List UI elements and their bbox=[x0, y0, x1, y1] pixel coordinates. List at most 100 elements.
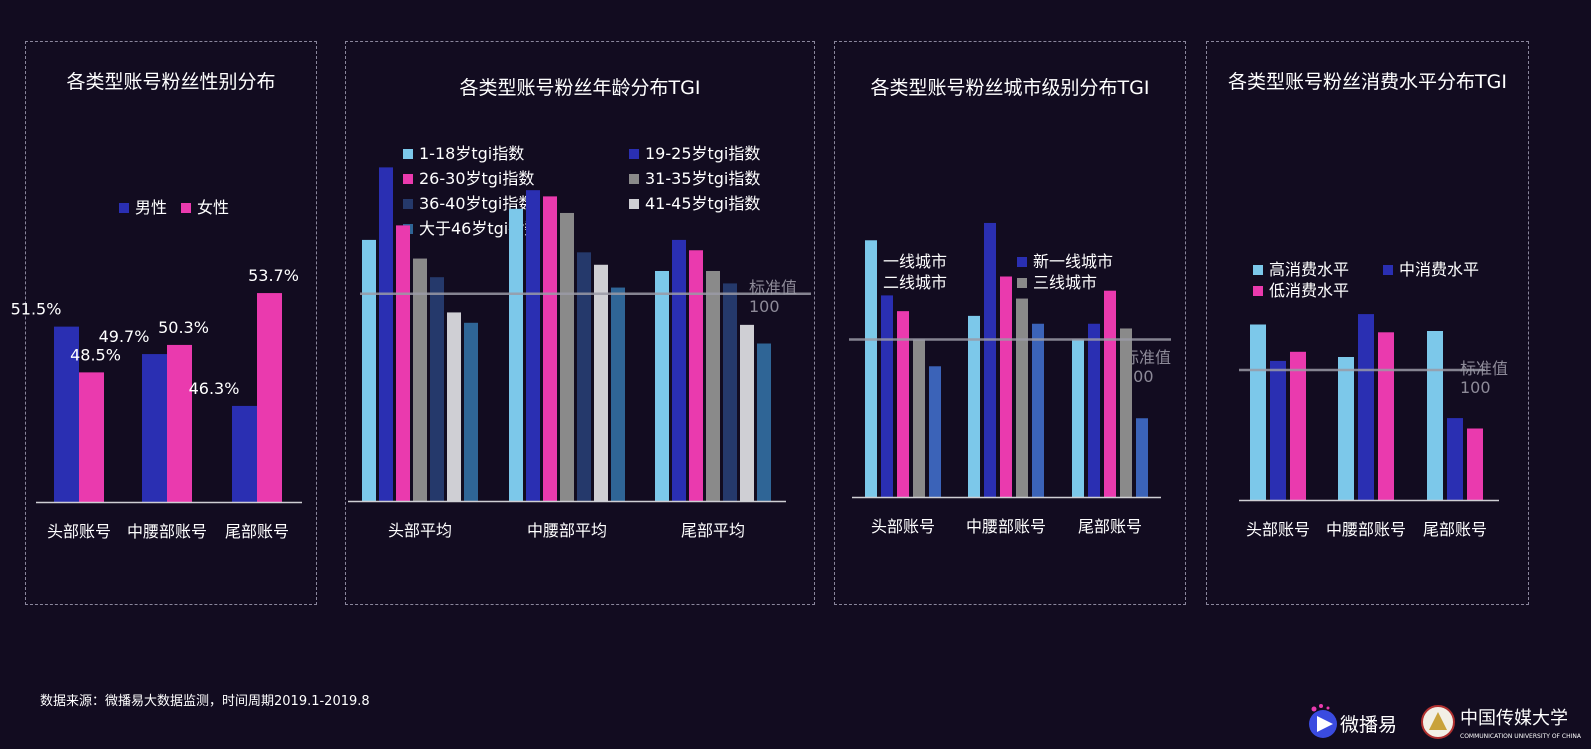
age-chart: 头部平均 中腰部平均 尾部平均 bbox=[348, 167, 811, 540]
gender-chart: 51.5% 48.5% 头部账号 49.7% 50.3% 中腰部账号 46.3% 53.7% 尾… bbox=[11, 266, 302, 541]
bar-1-2-6 bbox=[757, 343, 771, 501]
bar-1-1-2 bbox=[543, 196, 557, 501]
legend-label-high: 高消费水平 bbox=[1269, 260, 1350, 279]
legend-item-age-36-40: 36-40岁tgi指数 bbox=[403, 194, 534, 214]
bar-1-0-3 bbox=[413, 258, 427, 501]
bar-1-0-2 bbox=[396, 225, 410, 501]
legend-swatch-male bbox=[119, 203, 129, 213]
bar-2-1-0 bbox=[968, 315, 980, 497]
consumption-reference-label-text: 标准值 bbox=[1460, 359, 1509, 378]
legend-label-age-26-30: 26-30岁tgi指数 bbox=[419, 169, 535, 188]
legend-item-female: 女性 bbox=[181, 198, 229, 218]
legend-swatch-low bbox=[1253, 286, 1263, 296]
legend-label-tier1: 一线城市 bbox=[883, 252, 948, 271]
legend-item-age-31-35: 31-35岁tgi指数 bbox=[629, 169, 760, 189]
bar-3-0-1 bbox=[1270, 360, 1286, 500]
bar-3-2-0 bbox=[1427, 331, 1443, 500]
bar-0-1-0 bbox=[142, 354, 167, 502]
data-label-0-2-1: 53.7% bbox=[248, 266, 299, 285]
weiboyi-logo: 微播易 bbox=[1309, 704, 1397, 738]
legend-swatch-female bbox=[181, 203, 191, 213]
bar-2-2-1 bbox=[1088, 323, 1100, 497]
legend-item-new-tier1: 新一线城市 bbox=[1017, 252, 1113, 272]
x-tick-label-0-1: 中腰部账号 bbox=[127, 522, 207, 541]
bar-2-0-1 bbox=[881, 295, 893, 497]
bar-1-2-2 bbox=[689, 250, 703, 501]
x-tick-label-1-0: 头部平均 bbox=[388, 521, 452, 540]
legend-label-male: 男性 bbox=[135, 198, 168, 217]
legend-item-age-41-45: 41-45岁tgi指数 bbox=[629, 194, 760, 214]
legend-label-age-19-25: 19-25岁tgi指数 bbox=[645, 144, 761, 163]
bar-0-0-1 bbox=[79, 372, 104, 502]
consumption-reference-label-value: 100 bbox=[1460, 378, 1491, 397]
legend-swatch-age-36-40 bbox=[403, 199, 413, 209]
consumption-reference-label: 标准值 100 bbox=[1460, 359, 1508, 397]
bar-2-1-1 bbox=[984, 222, 996, 497]
bar-1-1-1 bbox=[526, 190, 540, 501]
legend-swatch-new-tier1 bbox=[1017, 257, 1027, 267]
bar-3-1-2 bbox=[1378, 332, 1394, 500]
legend-item-low: 低消费水平 bbox=[1253, 281, 1349, 301]
data-label-0-0-1: 48.5% bbox=[70, 345, 121, 364]
bar-3-0-2 bbox=[1290, 351, 1306, 500]
bar-2-0-4 bbox=[929, 366, 941, 497]
legend-swatch-age-41-45 bbox=[629, 199, 639, 209]
bar-2-2-2 bbox=[1104, 290, 1116, 497]
bar-2-2-4 bbox=[1136, 418, 1148, 497]
consumption-panel: 各类型账号粉丝消费水平分布TGI 高消费水平 中消费水平 低消费水平 标准值 1… bbox=[1206, 41, 1529, 605]
age-reference-label: 标准值 100 bbox=[749, 278, 797, 316]
legend-item-age-26-30: 26-30岁tgi指数 bbox=[403, 169, 534, 189]
legend-label-age-31-35: 31-35岁tgi指数 bbox=[645, 169, 761, 188]
cuc-logo-en: COMMUNICATION UNIVERSITY OF CHINA bbox=[1460, 733, 1582, 740]
x-tick-label-1-1: 中腰部平均 bbox=[527, 521, 607, 540]
bar-1-0-5 bbox=[447, 312, 461, 501]
weiboyi-logo-text: 微播易 bbox=[1340, 714, 1397, 736]
legend-swatch-age-19-25 bbox=[629, 149, 639, 159]
legend-swatch-tier3 bbox=[1017, 278, 1027, 288]
bar-2-1-2 bbox=[1000, 276, 1012, 497]
data-source-note: 数据来源：微播易大数据监测，时间周期2019.1-2019.8 bbox=[40, 694, 370, 709]
x-tick-label-3-1: 中腰部账号 bbox=[1326, 520, 1406, 539]
legend-item-mid: 中消费水平 bbox=[1383, 260, 1479, 280]
bar-1-2-3 bbox=[706, 270, 720, 501]
consumption-chart-title: 各类型账号粉丝消费水平分布TGI bbox=[1228, 71, 1507, 93]
x-tick-label-1-2: 尾部平均 bbox=[681, 521, 745, 540]
legend-swatch-high bbox=[1253, 265, 1263, 275]
bar-1-1-6 bbox=[611, 287, 625, 501]
legend-swatch-mid bbox=[1383, 265, 1393, 275]
bar-2-1-3 bbox=[1016, 298, 1028, 497]
legend-label-low: 低消费水平 bbox=[1269, 281, 1350, 300]
x-tick-label-0-0: 头部账号 bbox=[47, 522, 111, 541]
bar-1-0-4 bbox=[430, 277, 444, 501]
legend-label-tier2: 二线城市 bbox=[883, 273, 948, 292]
cuc-logo: 中国传媒大学 COMMUNICATION UNIVERSITY OF CHINA bbox=[1421, 705, 1582, 740]
legend-item-tier3: 三线城市 bbox=[1017, 273, 1097, 293]
bar-1-1-3 bbox=[560, 212, 574, 501]
bar-1-1-4 bbox=[577, 252, 591, 501]
legend-item-male: 男性 bbox=[119, 198, 167, 218]
legend-item-high: 高消费水平 bbox=[1253, 260, 1349, 280]
bar-2-2-3 bbox=[1120, 328, 1132, 497]
age-panel: 各类型账号粉丝年龄分布TGI 1-18岁tgi指数 19-25岁tgi指数 26… bbox=[345, 41, 815, 605]
x-tick-label-2-1: 中腰部账号 bbox=[966, 517, 1046, 536]
bar-0-2-0 bbox=[232, 405, 257, 502]
bar-2-0-2 bbox=[897, 311, 909, 497]
bar-1-2-4 bbox=[723, 283, 737, 501]
bar-3-1-1 bbox=[1358, 314, 1374, 500]
legend-label-new-tier1: 新一线城市 bbox=[1033, 252, 1114, 271]
data-label-0-0-0: 51.5% bbox=[11, 300, 62, 319]
city-chart-title: 各类型账号粉丝城市级别分布TGI bbox=[870, 77, 1150, 99]
bar-1-2-1 bbox=[672, 239, 686, 501]
legend-swatch-age-31-35 bbox=[629, 174, 639, 184]
legend-label-age-1-18: 1-18岁tgi指数 bbox=[419, 144, 525, 163]
x-tick-label-2-2: 尾部账号 bbox=[1078, 517, 1142, 536]
legend-label-age-36-40: 36-40岁tgi指数 bbox=[419, 194, 535, 213]
x-tick-label-2-0: 头部账号 bbox=[871, 517, 935, 536]
gender-chart-title: 各类型账号粉丝性别分布 bbox=[66, 71, 276, 93]
cuc-logo-cn: 中国传媒大学 bbox=[1460, 708, 1568, 729]
legend-label-tier3: 三线城市 bbox=[1033, 273, 1098, 292]
legend-item-age-19-25: 19-25岁tgi指数 bbox=[629, 144, 760, 164]
x-tick-label-0-2: 尾部账号 bbox=[225, 522, 289, 541]
gender-panel: 各类型账号粉丝性别分布 男性 女性 51.5% 48.5% 头部账号 49.7% 50.… bbox=[11, 41, 317, 605]
city-reference-label-text: 标准值 bbox=[1123, 348, 1172, 367]
